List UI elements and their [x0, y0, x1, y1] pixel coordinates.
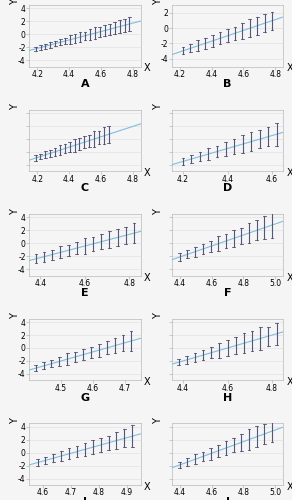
X-axis label: X: X: [287, 168, 292, 178]
Y-axis label: Y: Y: [10, 209, 20, 214]
X-axis label: X: X: [144, 482, 151, 492]
Text: E: E: [81, 288, 89, 298]
Text: I: I: [83, 497, 87, 500]
Y-axis label: Y: Y: [153, 418, 163, 424]
X-axis label: X: X: [144, 64, 151, 74]
Text: B: B: [223, 79, 232, 89]
Text: J: J: [225, 497, 230, 500]
Text: H: H: [223, 392, 232, 402]
Y-axis label: Y: Y: [10, 104, 20, 110]
Text: G: G: [80, 392, 89, 402]
Y-axis label: Y: Y: [153, 104, 163, 110]
Text: F: F: [224, 288, 231, 298]
Y-axis label: Y: Y: [153, 209, 163, 214]
X-axis label: X: X: [287, 64, 292, 74]
Y-axis label: Y: Y: [153, 0, 163, 6]
Y-axis label: Y: Y: [153, 314, 163, 320]
Y-axis label: Y: Y: [10, 0, 20, 6]
X-axis label: X: X: [144, 168, 151, 178]
Y-axis label: Y: Y: [10, 314, 20, 320]
X-axis label: X: X: [287, 378, 292, 388]
X-axis label: X: X: [287, 272, 292, 282]
Y-axis label: Y: Y: [10, 418, 20, 424]
Text: C: C: [81, 184, 89, 194]
Text: A: A: [81, 79, 89, 89]
Text: D: D: [223, 184, 232, 194]
X-axis label: X: X: [144, 378, 151, 388]
X-axis label: X: X: [144, 272, 151, 282]
X-axis label: X: X: [287, 482, 292, 492]
